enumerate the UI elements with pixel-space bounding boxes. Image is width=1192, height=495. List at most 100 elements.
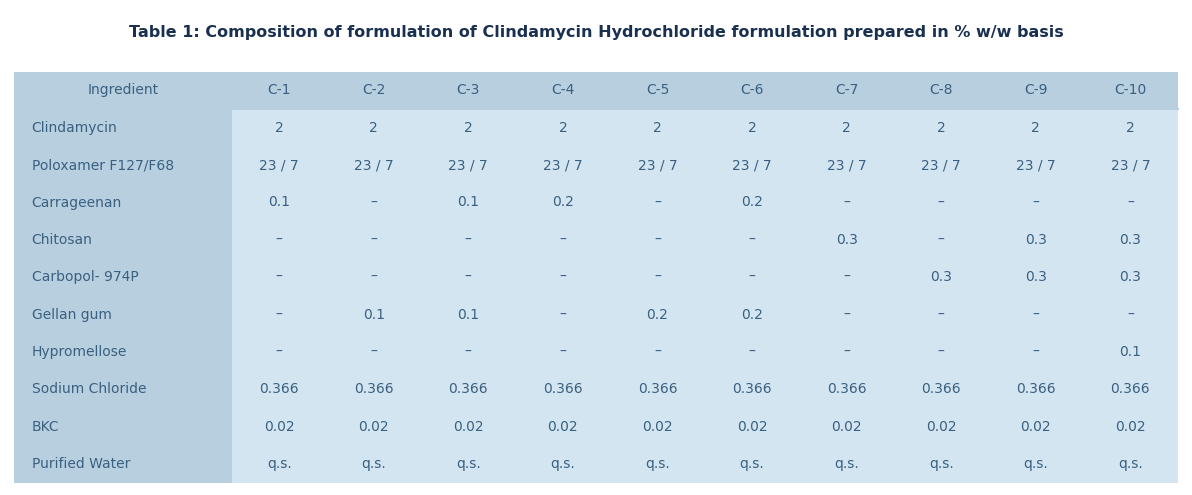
Text: C-4: C-4 <box>551 84 575 98</box>
Text: 0.1: 0.1 <box>458 307 479 322</box>
Text: 0.02: 0.02 <box>831 420 862 434</box>
Text: 0.366: 0.366 <box>1016 382 1056 396</box>
Text: 0.366: 0.366 <box>638 382 677 396</box>
Text: –: – <box>938 196 945 209</box>
Text: –: – <box>749 270 756 284</box>
Text: q.s.: q.s. <box>455 457 480 471</box>
Text: 0.366: 0.366 <box>827 382 867 396</box>
Text: C-2: C-2 <box>362 84 385 98</box>
Text: 23 / 7: 23 / 7 <box>638 158 677 172</box>
Text: 23 / 7: 23 / 7 <box>827 158 867 172</box>
Text: –: – <box>1032 345 1039 359</box>
Text: –: – <box>1126 196 1134 209</box>
Text: Poloxamer F127/F68: Poloxamer F127/F68 <box>32 158 174 172</box>
Text: 23 / 7: 23 / 7 <box>732 158 772 172</box>
Text: 23 / 7: 23 / 7 <box>1016 158 1056 172</box>
Text: –: – <box>938 345 945 359</box>
Text: 0.3: 0.3 <box>836 233 857 247</box>
Text: 2: 2 <box>559 121 567 135</box>
Text: C-1: C-1 <box>267 84 291 98</box>
Text: 23 / 7: 23 / 7 <box>354 158 393 172</box>
Text: –: – <box>1126 307 1134 322</box>
Text: q.s.: q.s. <box>267 457 292 471</box>
Text: Carbopol- 974P: Carbopol- 974P <box>32 270 138 284</box>
Text: –: – <box>843 196 850 209</box>
Text: –: – <box>938 307 945 322</box>
Text: C-7: C-7 <box>834 84 858 98</box>
Text: 2: 2 <box>370 121 378 135</box>
Text: q.s.: q.s. <box>645 457 670 471</box>
Text: 2: 2 <box>747 121 757 135</box>
Text: C-5: C-5 <box>646 84 669 98</box>
Text: 0.366: 0.366 <box>1111 382 1150 396</box>
Text: –: – <box>465 345 472 359</box>
Text: Purified Water: Purified Water <box>32 457 130 471</box>
Text: Clindamycin: Clindamycin <box>32 121 118 135</box>
Text: 2: 2 <box>1031 121 1041 135</box>
Text: 0.1: 0.1 <box>1119 345 1142 359</box>
Text: 0.366: 0.366 <box>544 382 583 396</box>
Text: –: – <box>275 270 283 284</box>
Text: 0.366: 0.366 <box>260 382 299 396</box>
Text: –: – <box>654 196 660 209</box>
Text: –: – <box>371 196 377 209</box>
Text: 0.02: 0.02 <box>359 420 389 434</box>
Text: 0.366: 0.366 <box>354 382 393 396</box>
Text: Gellan gum: Gellan gum <box>32 307 112 322</box>
Text: 2: 2 <box>937 121 945 135</box>
Text: 0.02: 0.02 <box>642 420 672 434</box>
Text: –: – <box>465 233 472 247</box>
Text: –: – <box>371 270 377 284</box>
Text: –: – <box>843 345 850 359</box>
Text: –: – <box>843 307 850 322</box>
Text: q.s.: q.s. <box>1118 457 1143 471</box>
Text: –: – <box>843 270 850 284</box>
Text: 0.3: 0.3 <box>1025 233 1047 247</box>
Text: 0.02: 0.02 <box>453 420 484 434</box>
Text: –: – <box>1032 196 1039 209</box>
Text: 2: 2 <box>275 121 284 135</box>
Text: 2: 2 <box>653 121 662 135</box>
Text: C-6: C-6 <box>740 84 764 98</box>
Text: 0.2: 0.2 <box>552 196 573 209</box>
Text: –: – <box>275 307 283 322</box>
Text: 0.3: 0.3 <box>930 270 952 284</box>
Text: 0.1: 0.1 <box>362 307 385 322</box>
Text: 0.2: 0.2 <box>741 196 763 209</box>
Text: –: – <box>275 233 283 247</box>
Text: Chitosan: Chitosan <box>32 233 93 247</box>
Bar <box>232 109 1178 483</box>
Text: BKC: BKC <box>32 420 60 434</box>
Text: q.s.: q.s. <box>929 457 954 471</box>
Text: 0.3: 0.3 <box>1119 233 1142 247</box>
Text: 0.3: 0.3 <box>1025 270 1047 284</box>
Text: –: – <box>275 345 283 359</box>
Text: 0.02: 0.02 <box>1020 420 1051 434</box>
Text: 0.02: 0.02 <box>737 420 768 434</box>
Text: Hypromellose: Hypromellose <box>32 345 128 359</box>
Text: –: – <box>938 233 945 247</box>
Text: –: – <box>559 270 566 284</box>
Text: –: – <box>559 307 566 322</box>
Text: –: – <box>654 345 660 359</box>
Text: –: – <box>654 270 660 284</box>
Text: C-3: C-3 <box>457 84 480 98</box>
Text: 0.366: 0.366 <box>448 382 488 396</box>
Text: 2: 2 <box>1126 121 1135 135</box>
Text: 23 / 7: 23 / 7 <box>921 158 961 172</box>
Text: q.s.: q.s. <box>1024 457 1048 471</box>
Text: Sodium Chloride: Sodium Chloride <box>32 382 147 396</box>
Text: 0.3: 0.3 <box>1119 270 1142 284</box>
Text: 0.366: 0.366 <box>732 382 772 396</box>
Text: 23 / 7: 23 / 7 <box>260 158 299 172</box>
Text: q.s.: q.s. <box>551 457 576 471</box>
Text: Carrageenan: Carrageenan <box>32 196 122 209</box>
Text: 0.02: 0.02 <box>547 420 578 434</box>
Bar <box>14 72 1178 483</box>
Text: q.s.: q.s. <box>740 457 764 471</box>
Text: –: – <box>559 345 566 359</box>
Text: 23 / 7: 23 / 7 <box>1111 158 1150 172</box>
Text: 2: 2 <box>843 121 851 135</box>
Text: –: – <box>559 233 566 247</box>
Text: –: – <box>654 233 660 247</box>
